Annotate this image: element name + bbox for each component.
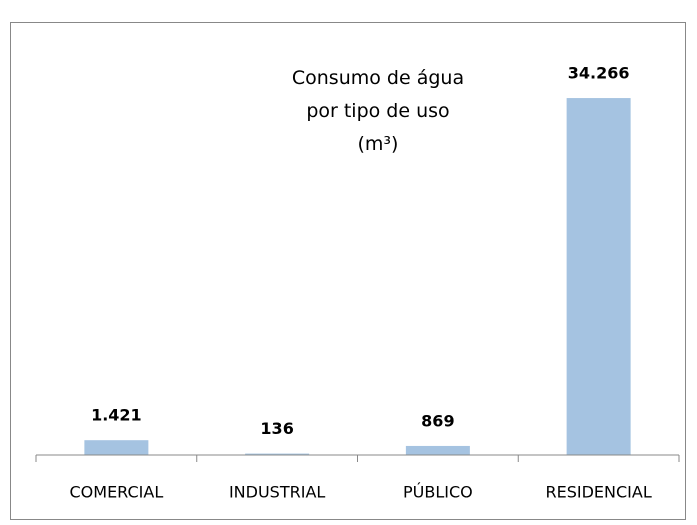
bar — [566, 98, 631, 455]
value-label: 34.266 — [568, 64, 630, 83]
bar — [405, 445, 470, 455]
chart-title: Consumo de água por tipo de uso (m³) — [291, 67, 465, 155]
bar — [245, 453, 310, 455]
value-label: 136 — [260, 419, 293, 438]
x-tick-label: RESIDENCIAL — [546, 483, 652, 502]
x-tick-label: COMERCIAL — [70, 483, 164, 502]
value-label: 869 — [421, 411, 454, 430]
value-label: 1.421 — [91, 406, 142, 425]
x-tick-label: INDUSTRIAL — [229, 483, 325, 502]
x-tick-label: PÚBLICO — [403, 483, 473, 502]
bar — [84, 440, 149, 455]
